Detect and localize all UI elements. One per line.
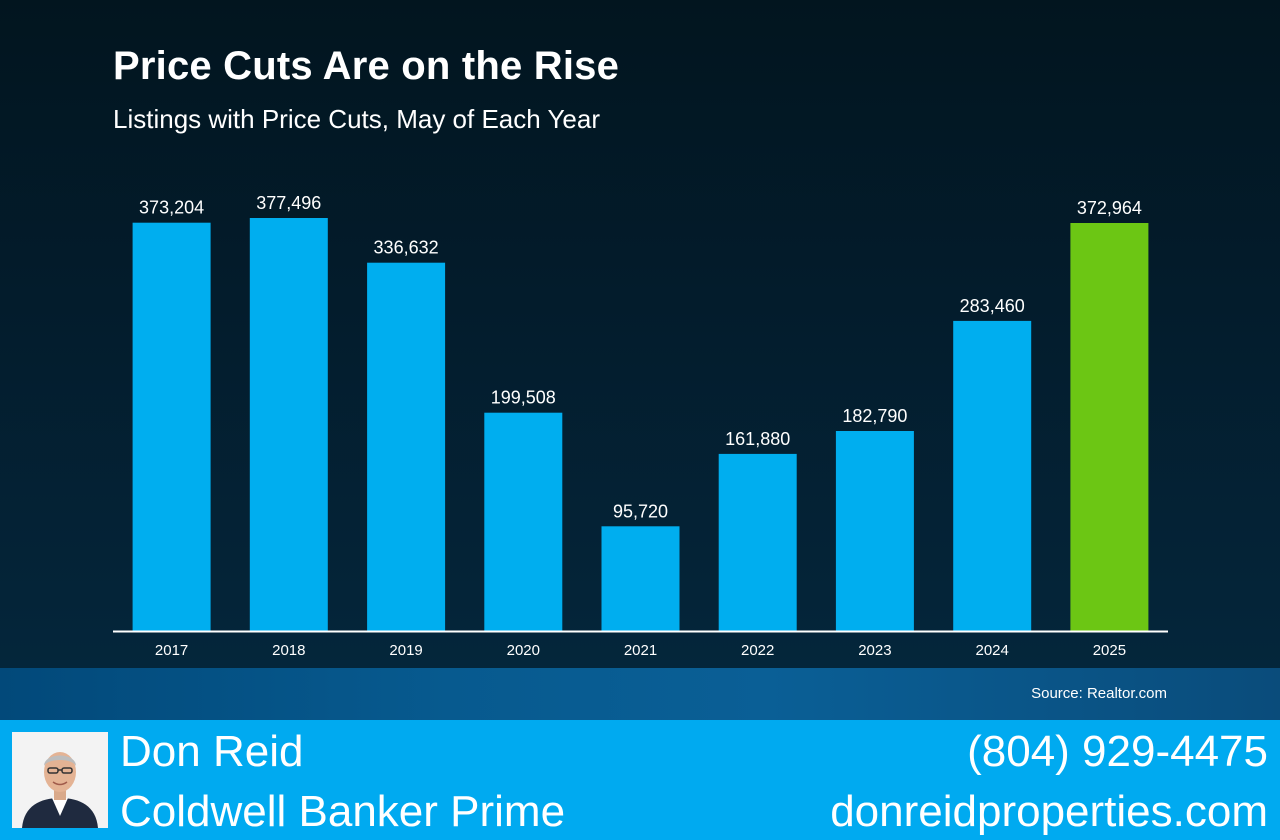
chart-subtitle: Listings with Price Cuts, May of Each Ye… [113,104,601,134]
x-tick-2018: 2018 [272,642,305,659]
source-band: Source: Realtor.com [0,668,1280,720]
data-label-2020: 199,508 [491,388,556,408]
data-label-2019: 336,632 [374,238,439,258]
bar-2024 [953,320,1032,631]
bar-2019 [367,262,446,631]
bar-2025 [1070,223,1149,631]
agent-name: Don Reid [120,727,304,776]
bar-2017 [132,222,211,631]
bar-2018 [249,218,328,631]
data-label-2025: 372,964 [1077,198,1142,218]
x-tick-2022: 2022 [741,642,774,659]
data-label-2017: 373,204 [139,198,204,218]
agent-phone[interactable]: (804) 929-4475 [967,727,1268,776]
data-label-2022: 161,880 [725,429,790,449]
agent-website[interactable]: donreidproperties.com [830,787,1268,836]
x-tick-2021: 2021 [624,642,657,659]
chart-title: Price Cuts Are on the Rise [113,44,620,88]
bar-2020 [484,412,563,631]
bar-2021 [601,526,680,631]
bar-chart: 373,204 2017 377,496 2018 336,632 2019 199,508… [113,193,1168,659]
data-label-2024: 283,460 [960,296,1025,316]
agent-photo [12,732,108,828]
data-label-2023: 182,790 [842,406,907,426]
agent-company: Coldwell Banker Prime [120,787,566,836]
x-tick-2024: 2024 [976,642,1009,659]
agent-footer: Don Reid Coldwell Banker Prime (804) 929… [0,720,1280,840]
x-tick-2025: 2025 [1093,642,1126,659]
source-note: Source: Realtor.com [1031,685,1167,702]
data-label-2018: 377,496 [256,193,321,213]
x-tick-2023: 2023 [858,642,891,659]
x-tick-2019: 2019 [389,642,422,659]
x-tick-2017: 2017 [155,642,188,659]
x-tick-2020: 2020 [507,642,540,659]
data-label-2021: 95,720 [613,501,668,521]
bar-2022 [718,453,797,631]
bar-2023 [835,431,914,631]
chart-panel: Price Cuts Are on the Rise Listings with… [0,0,1280,668]
